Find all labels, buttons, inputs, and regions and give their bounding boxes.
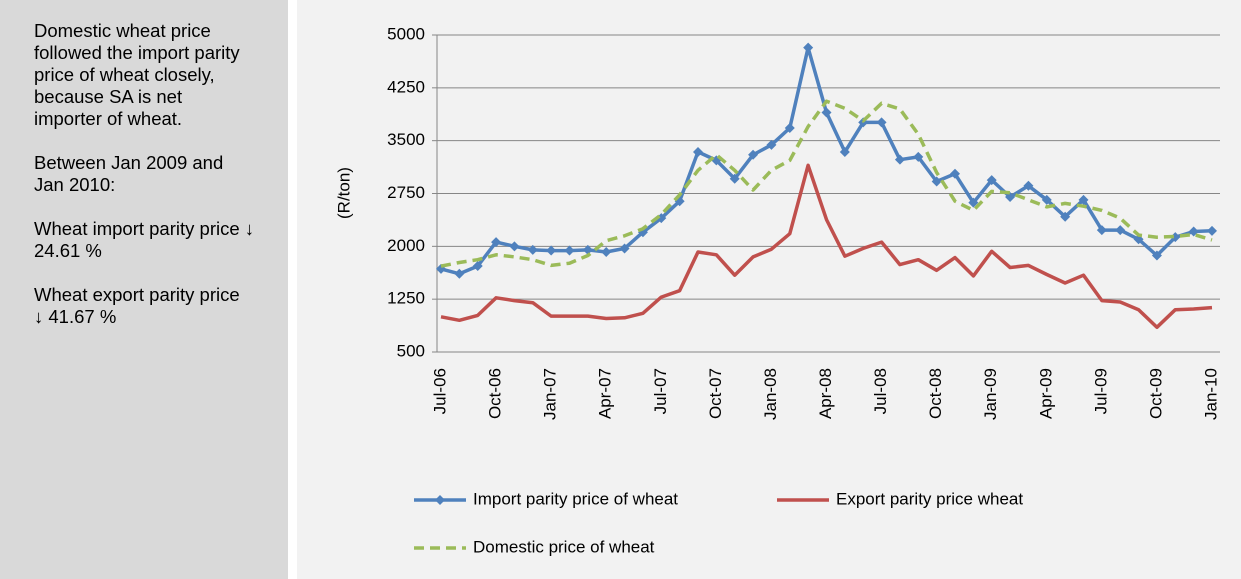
point-marker [527, 244, 538, 255]
y-tick-label: 3500 [387, 130, 425, 149]
point-marker [693, 146, 703, 157]
legend-label: Export parity price wheat [836, 489, 1023, 508]
point-marker [1151, 250, 1162, 261]
legend-label: Domestic price of wheat [473, 537, 655, 556]
x-tick-label: Jul-08 [871, 368, 890, 414]
point-marker [1060, 211, 1071, 222]
point-marker [1078, 194, 1089, 205]
point-marker [1023, 180, 1034, 191]
chart: (R/ton) 500 1250 2000 2750 3500 4250 5000 Jul-0… [334, 24, 1220, 556]
series-line [440, 99, 1213, 268]
series-line [440, 163, 1213, 330]
sidebar-paragraph: Wheat import parity price ↓ 24.61 % [34, 218, 255, 261]
point-marker [1005, 192, 1016, 203]
x-tick-label: Apr-07 [596, 368, 615, 419]
sidebar-paragraph: Wheat export parity price ↓ 41.67 % [34, 284, 240, 327]
point-marker [619, 243, 630, 254]
y-tick-label: 2000 [387, 236, 425, 255]
point-marker [674, 196, 685, 207]
point-marker [1207, 225, 1217, 236]
point-marker [491, 237, 502, 248]
sidebar-paragraph: Domestic wheat price followed the import… [34, 20, 240, 129]
point-marker [968, 197, 979, 208]
y-tick-label: 500 [397, 341, 425, 360]
point-marker [986, 175, 997, 186]
x-tick-label: Jan-10 [1201, 368, 1220, 420]
x-tick-label: Jul-06 [430, 368, 449, 414]
point-marker [931, 176, 942, 187]
y-tick-label: 5000 [387, 24, 425, 43]
x-tick-label: Oct-08 [926, 368, 945, 419]
point-marker [839, 146, 850, 157]
point-marker [472, 261, 483, 272]
legend-label: Import parity price of wheat [473, 489, 678, 508]
x-tick-label: Jul-09 [1091, 368, 1110, 414]
point-marker [1115, 225, 1126, 236]
point-marker [729, 173, 740, 184]
y-tick-label: 1250 [387, 289, 425, 308]
x-tick-label: Jan-08 [761, 368, 780, 420]
point-marker [1170, 232, 1181, 243]
point-marker [748, 149, 759, 160]
sidebar: Domestic wheat price followed the import… [0, 0, 288, 579]
point-marker [803, 42, 814, 53]
point-marker [454, 268, 465, 279]
y-tick-label: 2750 [387, 183, 425, 202]
y-tick-label: 4250 [387, 77, 425, 96]
point-marker [711, 155, 722, 166]
point-marker [821, 107, 832, 118]
point-marker [784, 122, 795, 133]
point-marker [1041, 194, 1052, 205]
y-axis-label: (R/ton) [334, 167, 353, 219]
point-marker [546, 245, 557, 256]
point-marker [601, 246, 612, 257]
x-tick-label: Jan-07 [541, 368, 560, 420]
x-tick-label: Jan-09 [981, 368, 1000, 420]
sidebar-paragraph: Between Jan 2009 and Jan 2010: [34, 152, 224, 195]
point-marker [876, 117, 887, 128]
legend-marker [435, 495, 445, 505]
x-tick-label: Oct-09 [1146, 368, 1165, 419]
x-tick-label: Oct-06 [486, 368, 505, 419]
point-marker [509, 241, 520, 252]
point-marker [950, 168, 960, 179]
point-marker [894, 154, 905, 165]
x-tick-label: Apr-08 [816, 368, 835, 419]
series-line [440, 45, 1213, 276]
chart-area: (R/ton) 500 1250 2000 2750 3500 4250 5000 Jul-0… [297, 0, 1241, 579]
x-tick-label: Jul-07 [651, 368, 670, 414]
point-marker [1096, 225, 1107, 236]
point-marker [766, 139, 777, 150]
point-marker [913, 151, 924, 162]
x-tick-label: Apr-09 [1036, 368, 1055, 419]
point-marker [564, 245, 575, 256]
point-marker [582, 244, 593, 255]
x-tick-label: Oct-07 [706, 368, 725, 419]
